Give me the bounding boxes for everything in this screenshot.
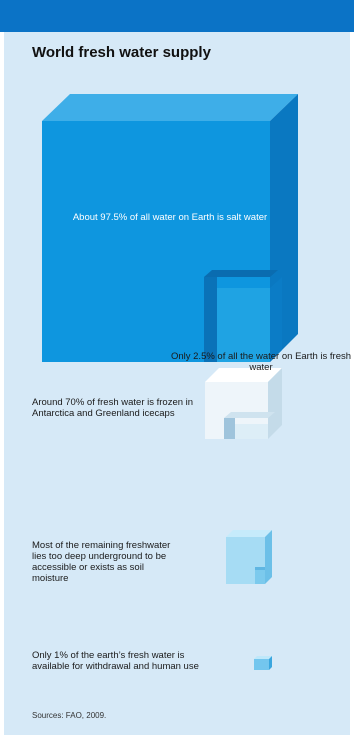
ice-cube-side: [268, 368, 282, 439]
fresh-cube-front: [217, 288, 270, 362]
ground-cutout: [255, 567, 265, 584]
ground-cube-top: [226, 530, 272, 537]
ice-cube-top: [205, 368, 282, 382]
salt-water-caption: About 97.5% of all water on Earth is sal…: [72, 212, 268, 223]
fresh-water-cube: [204, 270, 282, 362]
sources-note: Sources: FAO, 2009.: [32, 711, 107, 720]
ground-cutout-top: [255, 567, 265, 570]
header-bar: [0, 0, 354, 32]
small-cube-front: [254, 659, 269, 670]
salt-cube-top: [42, 94, 298, 121]
underground-water-cube: [226, 530, 272, 584]
ice-cutout-top: [224, 412, 275, 418]
cutout-inner-top: [204, 270, 278, 277]
small-cube-side: [269, 656, 272, 670]
page-title: World fresh water supply: [32, 44, 211, 61]
fresh-water-caption: Only 2.5% of all the water on Earth is f…: [170, 351, 352, 373]
ice-cutout-left: [224, 418, 235, 439]
small-cube-top: [254, 656, 272, 659]
ice-caption: Around 70% of fresh water is frozen in A…: [32, 397, 194, 419]
available-water-cube: [254, 656, 272, 670]
available-caption: Only 1% of the earth’s fresh water is av…: [32, 650, 199, 672]
cutout-inner-left: [204, 277, 217, 362]
underground-caption: Most of the remaining freshwater lies to…: [32, 540, 171, 584]
ice-cube: [205, 368, 282, 439]
ice-cutout-front: [235, 424, 268, 439]
ground-cube-side: [265, 530, 272, 584]
fresh-cube-side: [270, 277, 282, 362]
